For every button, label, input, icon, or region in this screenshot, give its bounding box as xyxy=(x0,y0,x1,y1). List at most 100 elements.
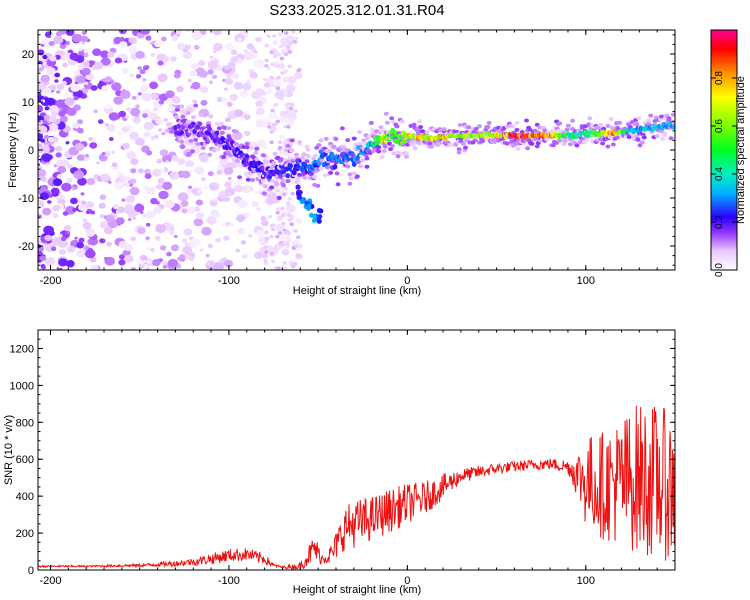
spectrogram-noise-cell xyxy=(162,181,173,190)
spectrogram-noise-cell xyxy=(170,56,177,62)
spectrogram-noise-cell xyxy=(149,112,158,120)
spectrogram-halo-cell xyxy=(378,125,384,130)
spectrogram-noise-cell xyxy=(276,266,281,270)
spectrogram-halo-cell xyxy=(512,138,518,142)
spectrogram-halo-cell xyxy=(617,120,623,125)
spectrogram-noise-cell xyxy=(224,42,235,51)
spectrogram-noise-cell xyxy=(272,40,279,46)
spectrogram-noise-cell xyxy=(142,65,149,71)
spectrogram-noise-cell xyxy=(39,255,47,262)
spectrogram-halo-cell xyxy=(574,143,580,148)
spectrogram-halo-cell xyxy=(399,119,405,124)
spectrogram-halo-cell xyxy=(424,130,430,135)
spectrogram-noise-cell xyxy=(38,200,45,209)
spectrogram-noise-cell xyxy=(104,256,115,266)
spectrogram-noise-cell xyxy=(293,40,298,44)
spectrogram-noise-cell xyxy=(57,166,67,174)
spectrogram-noise-cell xyxy=(124,254,134,263)
spectrogram-noise-cell xyxy=(114,57,122,64)
spectrogram-noise-cell xyxy=(285,118,295,126)
spectrogram-noise-cell xyxy=(142,213,147,218)
spectrogram-noise-cell xyxy=(121,198,126,202)
colorbar-label: Normalized spectral amplitude xyxy=(735,76,747,224)
spectrogram-noise-cell xyxy=(106,124,116,132)
spectrogram-noise-cell xyxy=(272,79,282,87)
spectrogram-noise-cell xyxy=(179,44,185,49)
spectrogram-noise-cell xyxy=(157,73,168,83)
spectrogram-halo-cell xyxy=(417,119,422,124)
spectrogram-halo-cell xyxy=(641,135,647,140)
spectrogram-noise-cell xyxy=(125,195,135,203)
spectrogram-halo-cell xyxy=(226,126,232,131)
spectrogram-noise-cell xyxy=(111,81,116,85)
spectrogram-noise-cell xyxy=(60,236,67,242)
spectrogram-noise-cell xyxy=(162,154,172,163)
spectrogram-noise-cell xyxy=(264,58,269,63)
spectrogram-noise-cell xyxy=(144,173,152,180)
spectrogram-noise-cell xyxy=(267,121,272,126)
spectrogram-halo-cell xyxy=(417,141,422,146)
spectrogram-noise-cell xyxy=(222,78,226,83)
spectrogram-noise-cell xyxy=(139,85,149,93)
spectrogram-noise-cell xyxy=(129,186,140,196)
spectrogram-noise-cell xyxy=(83,48,89,54)
spectrogram-noise-cell xyxy=(228,222,235,227)
spectrogram-noise-cell xyxy=(145,35,152,41)
spectrogram-halo-cell xyxy=(536,125,542,130)
spectrogram-noise-cell xyxy=(105,214,115,223)
spectrogram-noise-cell xyxy=(100,57,111,66)
spectrogram-halo-cell xyxy=(615,135,620,140)
spectrogram-noise-cell xyxy=(286,125,291,129)
spectrogram-noise-cell xyxy=(161,36,167,42)
spectrogram-noise-cell xyxy=(264,230,269,235)
spectrogram-ridge-cell xyxy=(259,165,265,171)
spectrogram-halo-cell xyxy=(285,143,291,148)
spectrogram-noise-cell xyxy=(150,197,158,205)
spectrogram-noise-cell xyxy=(291,30,296,34)
spectrogram-noise-cell xyxy=(163,118,168,122)
spectrogram-noise-cell xyxy=(229,93,238,101)
spectrogram-noise-cell xyxy=(99,194,107,200)
spectrogram-noise-cell xyxy=(188,256,195,261)
spectrogram-noise-cell xyxy=(279,56,285,61)
spectrogram-noise-cell xyxy=(129,73,135,78)
spectrogram-noise-cell xyxy=(248,234,253,238)
spectrogram-noise-cell xyxy=(104,227,113,235)
spectrogram-noise-cell xyxy=(224,87,228,91)
spectrogram-noise-cell xyxy=(264,117,270,122)
spectrogram-halo-cell xyxy=(383,111,389,116)
spectrogram-noise-cell xyxy=(277,140,283,144)
spectrogram-noise-cell xyxy=(90,85,98,91)
spectrogram-noise-cell xyxy=(191,188,198,194)
spectrogram-noise-cell xyxy=(191,31,202,41)
spectrogram-noise-cell xyxy=(159,149,169,157)
spectrogram-noise-cell xyxy=(41,153,52,162)
spectrogram-halo-cell xyxy=(510,124,516,129)
spectrogram-noise-cell xyxy=(126,107,132,112)
spectrogram-noise-cell xyxy=(173,174,179,179)
spectrogram-noise-cell xyxy=(264,43,269,48)
spectrogram-noise-cell xyxy=(45,67,56,76)
spectrogram-noise-cell xyxy=(241,254,248,259)
spectrogram-noise-cell xyxy=(65,141,70,145)
spectrogram-noise-cell xyxy=(216,169,223,175)
spectrogram-noise-cell xyxy=(287,64,292,69)
spectrogram-noise-cell xyxy=(155,224,166,234)
spectrogram-noise-cell xyxy=(293,109,298,113)
spectrogram-halo-cell xyxy=(191,115,197,120)
spectrogram-halo-cell xyxy=(260,179,266,184)
spectrogram-noise-cell xyxy=(275,188,280,193)
spectrogram-noise-cell xyxy=(101,152,106,156)
spectrogram-noise-cell xyxy=(139,69,146,75)
spectrogram-halo-cell xyxy=(635,137,641,142)
spectrogram-noise-cell xyxy=(285,242,290,247)
spectrogram-noise-cell xyxy=(261,219,269,227)
spectrogram-noise-cell xyxy=(135,50,145,59)
spectrogram-side-cell xyxy=(306,203,312,209)
spectrogram-halo-cell xyxy=(363,153,369,158)
spectrogram-noise-cell xyxy=(276,215,284,221)
spectrogram-noise-cell xyxy=(286,213,292,217)
spectrogram-halo-cell xyxy=(269,185,275,190)
spectrogram-noise-cell xyxy=(162,265,167,269)
